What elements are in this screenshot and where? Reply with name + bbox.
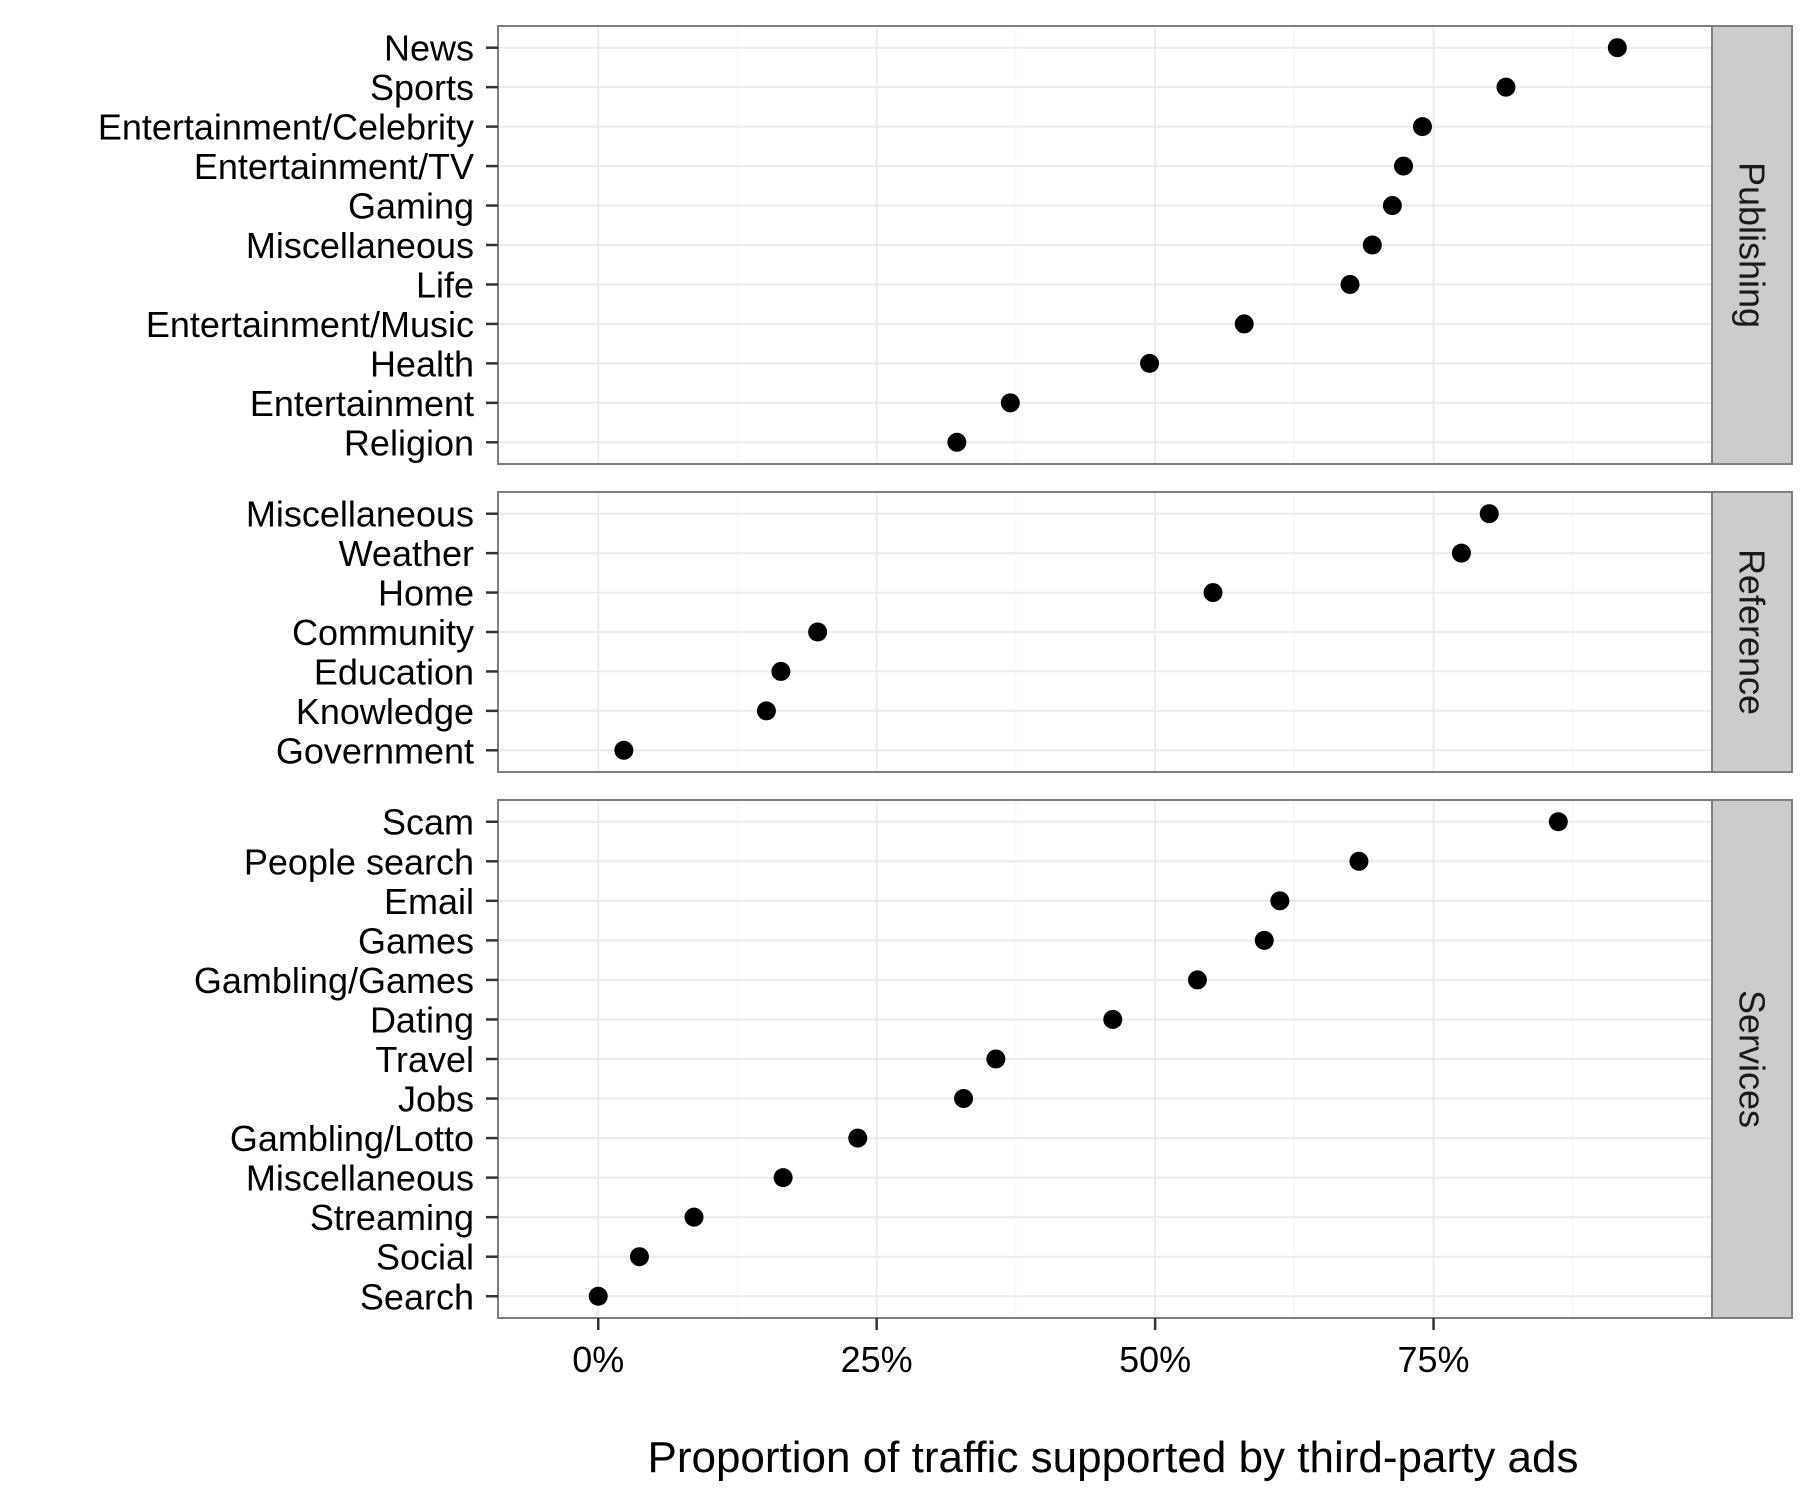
x-tick-label: 25% <box>841 1339 913 1380</box>
y-tick-label: Entertainment/TV <box>194 146 474 187</box>
data-point <box>773 1168 793 1188</box>
data-point <box>808 622 828 642</box>
y-tick-label: Gambling/Lotto <box>230 1118 474 1159</box>
data-point <box>756 701 776 721</box>
data-point <box>1234 314 1254 334</box>
data-point <box>614 740 634 760</box>
data-point <box>1270 891 1290 911</box>
y-tick-label: Miscellaneous <box>246 494 474 535</box>
data-point <box>1203 583 1223 603</box>
y-tick-label: Gaming <box>348 186 474 227</box>
y-tick-label: Entertainment/Celebrity <box>98 107 474 148</box>
data-point <box>1548 812 1568 832</box>
data-point <box>1479 504 1499 524</box>
facet-panels: NewsSportsEntertainment/CelebrityEnterta… <box>98 25 1793 1319</box>
facet-reference: MiscellaneousWeatherHomeCommunityEducati… <box>246 491 1793 773</box>
x-tick-label: 75% <box>1398 1339 1470 1380</box>
facet-strip-label: Publishing <box>1732 162 1773 328</box>
x-axis: 0% 25% 50% 75% <box>572 1318 1470 1380</box>
y-tick-label: Sports <box>370 67 474 108</box>
y-tick-label: Streaming <box>310 1197 474 1238</box>
data-point <box>1412 117 1432 137</box>
data-point <box>1254 930 1274 950</box>
data-point <box>1451 543 1471 563</box>
y-tick-label: Home <box>378 573 474 614</box>
y-tick-label: Entertainment <box>250 383 474 424</box>
y-tick-label: Life <box>416 264 474 305</box>
x-tick-label: 50% <box>1119 1339 1191 1380</box>
y-tick-label: News <box>384 28 474 69</box>
data-point <box>1187 970 1207 990</box>
y-tick-label: Government <box>276 730 474 771</box>
data-point <box>1362 235 1382 255</box>
data-point <box>1607 38 1627 58</box>
data-point <box>1340 274 1360 294</box>
y-tick-label: Weather <box>339 533 474 574</box>
data-point <box>954 1089 974 1109</box>
y-tick-label: Scam <box>382 802 474 843</box>
facet-strip-label: Services <box>1732 990 1773 1128</box>
y-tick-label: Games <box>358 920 474 961</box>
data-point <box>771 661 791 681</box>
facet-strip <box>1711 25 1793 465</box>
data-point <box>947 432 967 452</box>
data-point <box>986 1049 1006 1069</box>
facet-publishing: NewsSportsEntertainment/CelebrityEnterta… <box>98 25 1793 465</box>
data-point <box>848 1128 868 1148</box>
data-point <box>684 1207 704 1227</box>
y-tick-label: Jobs <box>398 1079 474 1120</box>
y-tick-label: Knowledge <box>296 691 474 732</box>
y-tick-label: Community <box>292 612 474 653</box>
x-axis-title: Proportion of traffic supported by third… <box>647 1433 1578 1482</box>
data-point <box>1496 77 1516 97</box>
y-tick-label: Social <box>376 1237 474 1278</box>
y-tick-label: Entertainment/Music <box>146 304 474 345</box>
data-point <box>1140 353 1160 373</box>
y-tick-label: Search <box>360 1276 474 1317</box>
data-point <box>1382 196 1402 216</box>
y-tick-label: People search <box>244 841 474 882</box>
y-tick-label: Email <box>384 881 474 922</box>
data-point <box>629 1247 649 1267</box>
y-tick-label: Religion <box>344 422 474 463</box>
facet-strip <box>1711 491 1793 773</box>
y-tick-label: Gambling/Games <box>194 960 474 1001</box>
data-point <box>1103 1009 1123 1029</box>
y-tick-label: Travel <box>375 1039 474 1080</box>
y-tick-label: Dating <box>370 999 474 1040</box>
data-point <box>1349 851 1369 871</box>
facet-strip-label: Reference <box>1732 549 1773 715</box>
y-tick-label: Education <box>314 651 474 692</box>
data-point <box>588 1286 608 1306</box>
data-point <box>1000 393 1020 413</box>
facet-strip <box>1711 799 1793 1319</box>
data-point <box>1393 156 1413 176</box>
y-tick-label: Miscellaneous <box>246 1158 474 1199</box>
y-tick-label: Health <box>370 343 474 384</box>
y-tick-label: Miscellaneous <box>246 225 474 266</box>
x-tick-label: 0% <box>572 1339 624 1380</box>
